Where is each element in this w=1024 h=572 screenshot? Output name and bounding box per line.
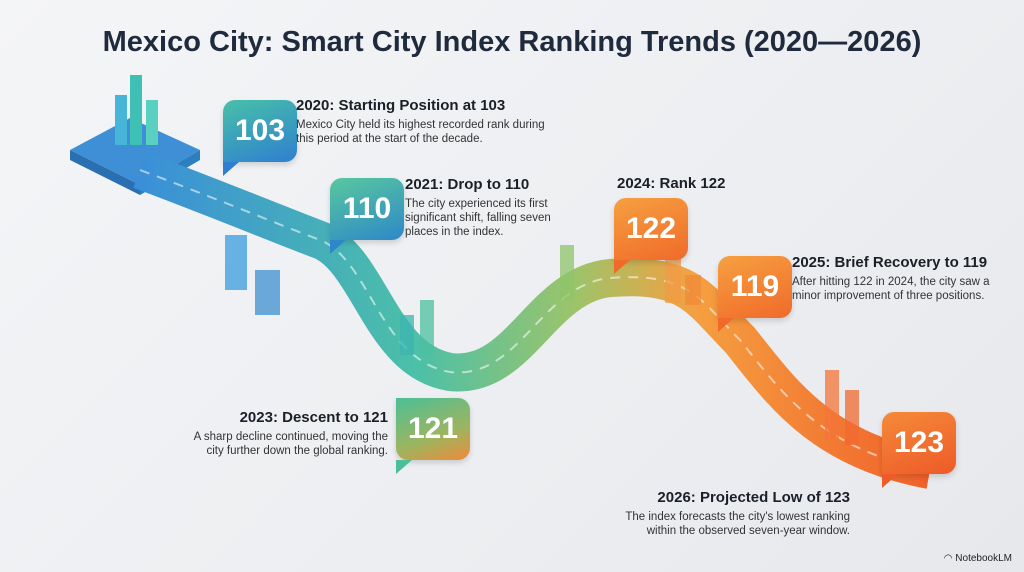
milestone-2026: 2026: Projected Low of 123 The index for…: [600, 489, 850, 538]
rank-bubble-2023: 121: [396, 398, 470, 474]
milestone-heading: 2024: Rank 122: [617, 175, 726, 192]
milestone-2023: 2023: Descent to 121 A sharp decline con…: [180, 409, 388, 458]
brand-text: NotebookLM: [955, 553, 1012, 564]
page-title: Mexico City: Smart City Index Ranking Tr…: [102, 26, 922, 58]
brand-label: ◠ NotebookLM: [944, 553, 1012, 564]
notebooklm-logo-icon: ◠: [943, 553, 956, 564]
milestone-text: The city experienced its first significa…: [405, 198, 551, 238]
milestone-2021: 2021: Drop to 110 The city experienced i…: [405, 176, 575, 239]
milestone-text: The index forecasts the city's lowest ra…: [625, 511, 850, 537]
building-icons: [225, 235, 859, 445]
milestone-text: Mexico City held its highest recorded ra…: [296, 119, 545, 145]
milestone-text: A sharp decline continued, moving the ci…: [193, 431, 388, 457]
milestone-heading: 2020: Starting Position at 103: [296, 97, 506, 114]
rank-bubble-2021: 110: [330, 178, 404, 254]
road-center-line: [139, 169, 931, 471]
rank-bubble-2024: 122: [614, 198, 688, 274]
milestone-2024: 2024: Rank 122: [617, 175, 777, 196]
milestone-text: After hitting 122 in 2024, the city saw …: [792, 276, 990, 302]
milestone-2020: 2020: Starting Position at 103 Mexico Ci…: [296, 97, 556, 146]
milestone-heading: 2023: Descent to 121: [239, 409, 388, 426]
milestone-heading: 2025: Brief Recovery to 119: [792, 254, 988, 271]
rank-bubble-2020: 103: [223, 100, 297, 176]
rank-bubble-2025: 119: [718, 256, 792, 332]
milestone-2025: 2025: Brief Recovery to 119 After hittin…: [792, 254, 1007, 303]
milestone-heading: 2026: Projected Low of 123: [657, 489, 850, 506]
rank-bubble-2026: 123: [882, 412, 956, 488]
milestone-heading: 2021: Drop to 110: [405, 176, 530, 193]
